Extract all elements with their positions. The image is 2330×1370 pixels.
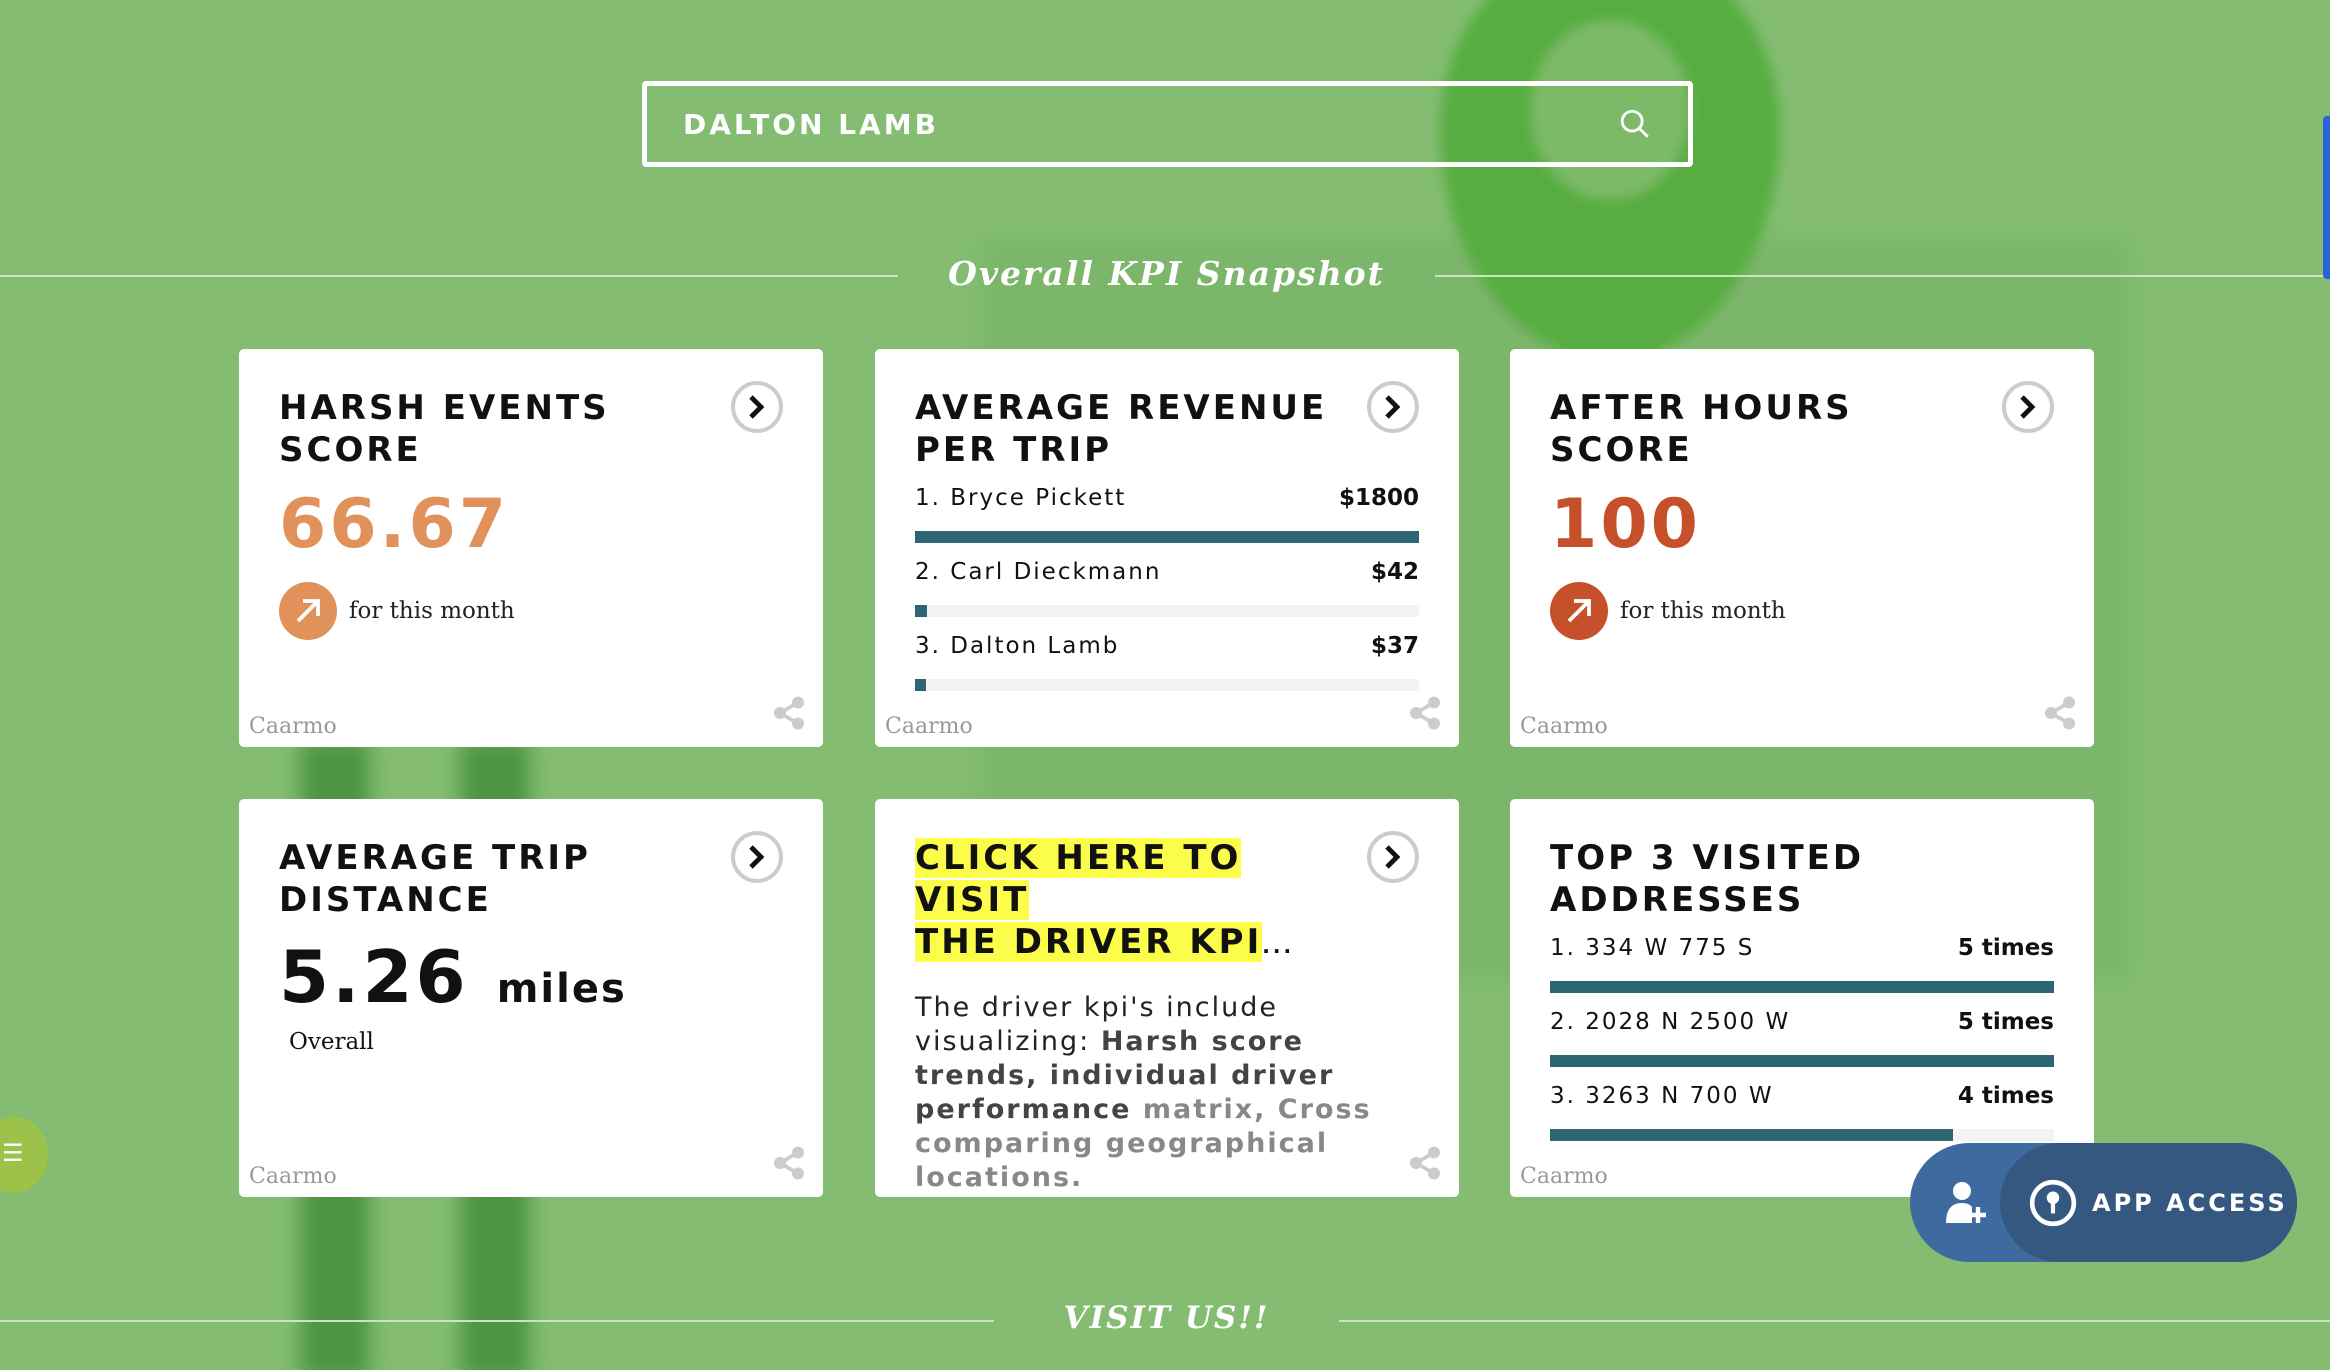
app-access-label: APP ACCESS [2092, 1188, 2288, 1217]
divider [0, 1320, 994, 1322]
chevron-right-icon[interactable] [731, 831, 783, 883]
harsh-score-value: 66.67 [279, 485, 510, 564]
revenue-per-trip-card[interactable]: AVERAGE REVENUE PER TRIP 1. Bryce Picket… [875, 349, 1459, 747]
ranking-item: 2. 2028 N 2500 W 5 times [1550, 1009, 2054, 1067]
divider [1339, 1320, 2330, 1322]
scrollbar[interactable] [2323, 116, 2330, 279]
brand-label: Caarmo [249, 1164, 337, 1189]
ranking-item: 1. 334 W 775 S 5 times [1550, 935, 2054, 993]
chevron-right-icon[interactable] [1367, 831, 1419, 883]
chevron-right-icon[interactable] [2002, 381, 2054, 433]
rank-bar [915, 531, 1419, 543]
share-icon[interactable] [1407, 1145, 1443, 1181]
ellipsis: ... [1262, 934, 1295, 958]
desc-bold: Harsh score trends, individual driver pe… [915, 1026, 1335, 1125]
card-title: AVERAGE TRIP DISTANCE [279, 838, 591, 920]
rank-value: 5 times [1957, 935, 2054, 961]
menu-icon: ☰ [2, 1139, 24, 1167]
rank-bar [915, 679, 1419, 691]
footer-title: VISIT US!! [1063, 1300, 1270, 1336]
chevron-right-icon[interactable] [1367, 381, 1419, 433]
share-icon[interactable] [771, 695, 807, 731]
rank-value: $37 [1370, 633, 1419, 659]
chevron-right-icon[interactable] [731, 381, 783, 433]
driver-kpi-link-card[interactable]: CLICK HERE TO VISIT THE DRIVER KPI... The… [875, 799, 1459, 1197]
add-user-icon [1946, 1182, 1986, 1223]
distance-value: 5.26 [279, 935, 469, 1019]
harsh-events-card[interactable]: HARSH EVENTS SCORE 66.67 for this month … [239, 349, 823, 747]
ranking-item: 1. Bryce Pickett $1800 [915, 485, 1419, 543]
share-icon[interactable] [2042, 695, 2078, 731]
rank-bar [1550, 981, 2054, 993]
ranking-item: 3. 3263 N 700 W 4 times [1550, 1083, 2054, 1141]
rank-bar-fill [1550, 981, 2054, 993]
card-title: AVERAGE REVENUE PER TRIP [915, 388, 1328, 470]
rank-label: 1. 334 W 775 S [1550, 935, 1755, 961]
card-title: HARSH EVENTS SCORE [279, 388, 610, 470]
brand-label: Caarmo [1520, 1164, 1608, 1189]
keyhole-icon [2029, 1179, 2077, 1226]
trend-label: for this month [349, 598, 515, 624]
rank-label: 3. Dalton Lamb [915, 633, 1120, 659]
rank-label: 3. 3263 N 700 W [1550, 1083, 1774, 1109]
app-access-button[interactable]: APP ACCESS [2000, 1143, 2297, 1262]
driver-kpi-description: The driver kpi's include visualizing: Ha… [915, 991, 1419, 1195]
after-hours-value: 100 [1550, 485, 1701, 564]
rank-value: $1800 [1338, 485, 1419, 511]
divider [0, 275, 898, 277]
divider [1435, 275, 2330, 277]
rank-label: 1. Bryce Pickett [915, 485, 1127, 511]
side-menu-toggle[interactable]: ☰ [0, 1117, 48, 1193]
rank-bar-fill [915, 605, 927, 617]
driver-kpi-link[interactable]: THE DRIVER KPI [915, 922, 1263, 962]
share-icon[interactable] [771, 1145, 807, 1181]
rank-value: $42 [1370, 559, 1419, 585]
top-addresses-card[interactable]: TOP 3 VISITED ADDRESSES 1. 334 W 775 S 5 … [1510, 799, 2094, 1197]
rank-bar-fill [1550, 1129, 1954, 1141]
rank-label: 2. 2028 N 2500 W [1550, 1009, 1791, 1035]
rank-bar-fill [1550, 1055, 2054, 1067]
driver-search[interactable] [642, 81, 1693, 167]
card-title: TOP 3 VISITED ADDRESSES [1550, 838, 1865, 920]
after-hours-card[interactable]: AFTER HOURS SCORE 100 for this month Caa… [1510, 349, 2094, 747]
rank-bar [1550, 1129, 2054, 1141]
search-icon[interactable] [1618, 107, 1652, 141]
rank-bar-fill [915, 531, 1419, 543]
rank-label: 2. Carl Dieckmann [915, 559, 1162, 585]
rank-bar [915, 605, 1419, 617]
arrow-up-right-icon [279, 582, 337, 640]
card-title: AFTER HOURS SCORE [1550, 388, 1853, 470]
brand-label: Caarmo [1520, 714, 1608, 739]
rank-value: 4 times [1957, 1083, 2054, 1109]
search-input[interactable] [683, 107, 1618, 141]
rank-bar-fill [915, 679, 926, 691]
section-title: Overall KPI Snapshot [948, 254, 1385, 293]
distance-unit: miles [496, 966, 627, 1012]
app-access-widget[interactable]: APP ACCESS [1910, 1143, 2297, 1262]
rank-bar [1550, 1055, 2054, 1067]
desc-faded: matrix, Cross comparing geographical loc… [915, 1094, 1372, 1193]
ranking-item: 2. Carl Dieckmann $42 [915, 559, 1419, 617]
ranking-item: 3. Dalton Lamb $37 [915, 633, 1419, 691]
desc-text: The driver kpi's include visualizing: [915, 992, 1278, 1057]
share-icon[interactable] [1407, 695, 1443, 731]
driver-kpi-link[interactable]: CLICK HERE TO VISIT [915, 838, 1242, 920]
arrow-up-right-icon [1550, 582, 1608, 640]
distance-sub: Overall [289, 1029, 374, 1055]
trip-distance-card[interactable]: AVERAGE TRIP DISTANCE 5.26 miles Overall… [239, 799, 823, 1197]
rank-value: 5 times [1957, 1009, 2054, 1035]
brand-label: Caarmo [885, 714, 973, 739]
brand-label: Caarmo [249, 714, 337, 739]
trend-label: for this month [1620, 598, 1786, 624]
